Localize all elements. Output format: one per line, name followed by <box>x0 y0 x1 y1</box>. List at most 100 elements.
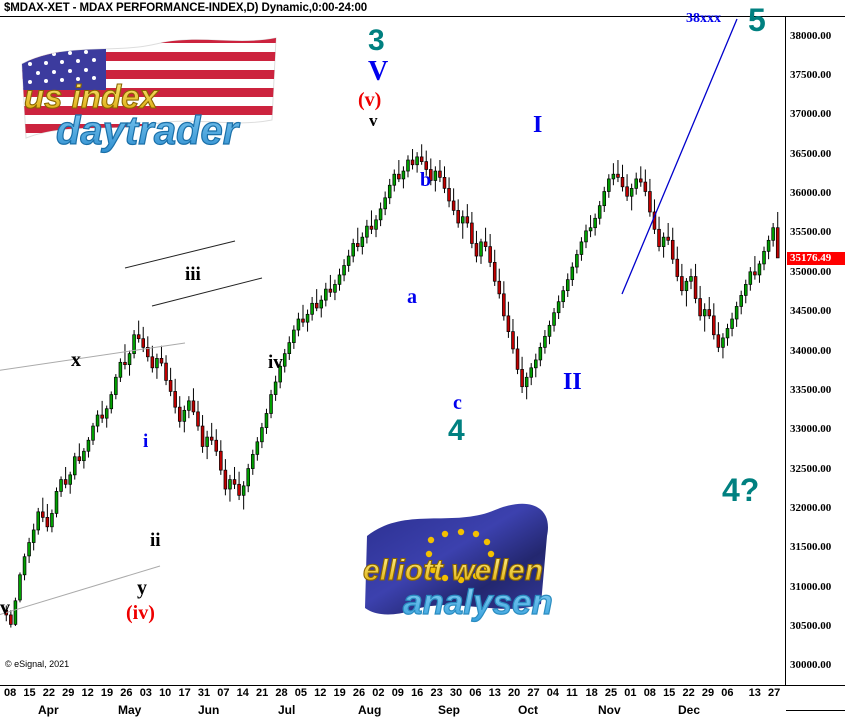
candle-body <box>748 271 753 285</box>
month-tick: May <box>118 703 142 717</box>
candle-body <box>214 439 219 452</box>
candle-body <box>228 479 232 490</box>
candle-body <box>374 219 378 230</box>
candle-body <box>196 411 200 427</box>
price-plot-area <box>0 16 786 685</box>
candle-body <box>301 318 305 323</box>
candle-body <box>561 290 565 303</box>
candle-body <box>465 216 470 224</box>
candle-body <box>187 400 191 411</box>
candle-body <box>200 425 205 447</box>
wave-label-wave-iv-par: (iv) <box>126 602 155 624</box>
candle-body <box>159 358 164 364</box>
candle-body <box>72 456 77 476</box>
logo-line-2: daytrader <box>56 109 241 153</box>
candle-body <box>333 284 337 293</box>
candle-body <box>305 313 310 323</box>
candle-body <box>524 376 529 388</box>
date-tick: 23 <box>430 687 443 699</box>
candle-body <box>575 254 579 268</box>
date-tick: 12 <box>314 687 327 699</box>
candle-body <box>538 347 543 361</box>
candle-body <box>82 450 86 462</box>
candle-body <box>282 353 287 367</box>
candle-body <box>739 295 743 307</box>
date-tick: 10 <box>159 687 172 699</box>
date-tick: 31 <box>197 687 211 699</box>
candle-body <box>483 241 488 247</box>
candle-body <box>547 324 552 337</box>
candle-body <box>337 274 342 285</box>
candle-body <box>593 217 597 229</box>
candle-body <box>232 479 237 485</box>
candle-body <box>146 347 150 358</box>
month-tick: Oct <box>518 703 539 717</box>
candle-body <box>693 276 698 299</box>
date-axis: 08 15 22 29 12 19 26 03 10 17 31 07 14 21 28 05 12 19 26 02… <box>0 686 786 723</box>
candle-body <box>77 456 82 462</box>
candle-body <box>378 208 383 221</box>
candle-body <box>205 436 209 447</box>
wave-label-wave-II: II <box>563 369 582 395</box>
candle-body <box>251 454 255 469</box>
candle-body <box>771 227 775 241</box>
candle-body <box>734 306 739 320</box>
price-tick: 35000.00 <box>790 265 832 278</box>
candle-body <box>310 302 314 315</box>
wave-label-wave-b: b <box>420 169 432 191</box>
candle-body <box>356 243 360 247</box>
candle-body <box>753 271 757 276</box>
candle-body <box>173 391 177 408</box>
candle-body <box>515 348 520 370</box>
price-tick: 33500.00 <box>790 383 832 396</box>
candle-body <box>670 239 675 260</box>
date-tick: 12 <box>81 687 94 699</box>
logo-elliott-wellen-analysen: elliott wellen analysen <box>345 492 630 627</box>
candle-body <box>447 188 451 202</box>
candle-body <box>50 513 54 528</box>
candle-body <box>219 450 223 471</box>
candle-body <box>520 369 524 388</box>
candle-body <box>141 338 145 348</box>
candle-body <box>36 511 40 531</box>
price-tick: 37500.00 <box>790 69 832 82</box>
projection-line <box>621 18 738 295</box>
candle-body <box>164 362 168 381</box>
candle-body <box>657 228 661 247</box>
date-tick: 01 <box>624 687 637 699</box>
candle-body <box>730 318 734 329</box>
candle-body <box>625 186 629 197</box>
candle-body <box>497 280 502 295</box>
candle-body <box>118 361 123 378</box>
candle-body <box>616 173 620 178</box>
price-tick: 38000.00 <box>790 29 832 42</box>
candle-body <box>246 468 250 487</box>
date-tick: 09 <box>391 687 404 699</box>
date-tick: 11 <box>566 687 578 699</box>
date-tick: 21 <box>256 687 269 699</box>
candle-body <box>762 250 766 265</box>
candle-body <box>100 414 104 419</box>
date-tick: 29 <box>701 687 715 699</box>
candle-body <box>529 367 533 378</box>
date-tick: 07 <box>217 687 230 699</box>
wave-label-wave-ii: ii <box>150 530 161 551</box>
candle-body <box>479 241 483 257</box>
wave-label-wave-c: c <box>453 392 462 414</box>
candle-body <box>177 406 182 422</box>
candle-body <box>296 318 301 331</box>
candle-body <box>424 161 429 170</box>
date-tick: 18 <box>585 687 598 699</box>
candle-body <box>18 574 22 601</box>
date-tick: 28 <box>275 687 288 699</box>
last-price-badge: 35176.49 <box>787 251 845 265</box>
price-tick: 31000.00 <box>790 580 832 593</box>
candle-body <box>255 441 260 455</box>
candle-body <box>470 222 474 244</box>
candle-body <box>351 243 355 257</box>
candlestick-chart <box>0 18 780 628</box>
candle-body <box>132 334 136 355</box>
candle-body <box>634 178 638 189</box>
date-tick: 06 <box>469 687 482 699</box>
